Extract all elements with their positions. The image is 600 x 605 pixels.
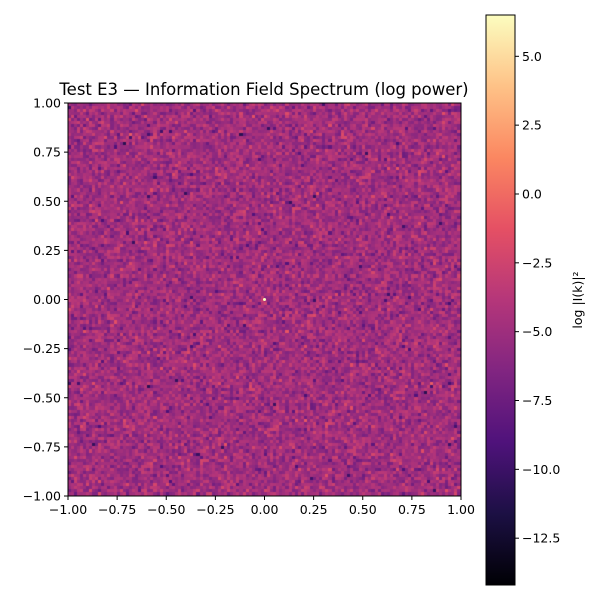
y-tick-label: −0.25	[23, 341, 61, 356]
y-tick-label: 0.75	[33, 145, 61, 160]
x-tick-label: −0.75	[98, 502, 136, 517]
x-tick-label: 0.25	[300, 502, 328, 517]
y-axis: 1.00 0.75 0.50 0.25 0.00 −0.25 −0.50 −0.75 −1.00	[23, 96, 68, 504]
colorbar-fill	[486, 15, 515, 585]
x-tick-label: −1.00	[49, 502, 87, 517]
colorbar-tick-label: 2.5	[522, 118, 542, 133]
x-tick-label: 0.00	[251, 502, 279, 517]
y-tick-label: 1.00	[33, 96, 61, 111]
colorbar-tick-label: 5.0	[522, 49, 542, 64]
x-tick-label: −0.50	[147, 502, 185, 517]
y-tick-label: −0.75	[23, 439, 61, 454]
colorbar-tick-label: 0.0	[522, 186, 542, 201]
colorbar-ticks: 5.0 2.5 0.0 −2.5 −5.0 −7.5 −10.0 −12.5	[515, 49, 560, 546]
x-axis: −1.00 −0.75 −0.50 −0.25 0.00 0.25 0.50 0.75 1.00	[49, 496, 475, 517]
colorbar-frame	[485, 14, 516, 586]
y-tick-label: 0.25	[33, 243, 61, 258]
y-tick-label: 0.50	[33, 194, 61, 209]
y-tick-label: −1.00	[23, 489, 61, 504]
x-tick-label: −0.25	[196, 502, 234, 517]
x-tick-label: 0.75	[398, 502, 426, 517]
colorbar-tick-label: −5.0	[522, 324, 552, 339]
colorbar: 5.0 2.5 0.0 −2.5 −5.0 −7.5 −10.0 −12.5 log |I(k…	[485, 14, 585, 586]
y-tick-label: 0.00	[33, 292, 61, 307]
colorbar-tick-label: −10.0	[522, 462, 560, 477]
colorbar-tick-label: −7.5	[522, 393, 552, 408]
heatmap-plot-area	[67, 102, 462, 497]
x-tick-label: 0.50	[349, 502, 377, 517]
colorbar-tick-label: −12.5	[522, 531, 560, 546]
chart-title: Test E3 — Information Field Spectrum (lo…	[58, 80, 468, 99]
colorbar-label: log |I(k)|²	[570, 271, 585, 328]
y-tick-label: −0.50	[23, 390, 61, 405]
colorbar-tick-label: −2.5	[522, 255, 552, 270]
x-tick-label: 1.00	[447, 502, 475, 517]
spectrum-peak-point	[263, 298, 266, 301]
